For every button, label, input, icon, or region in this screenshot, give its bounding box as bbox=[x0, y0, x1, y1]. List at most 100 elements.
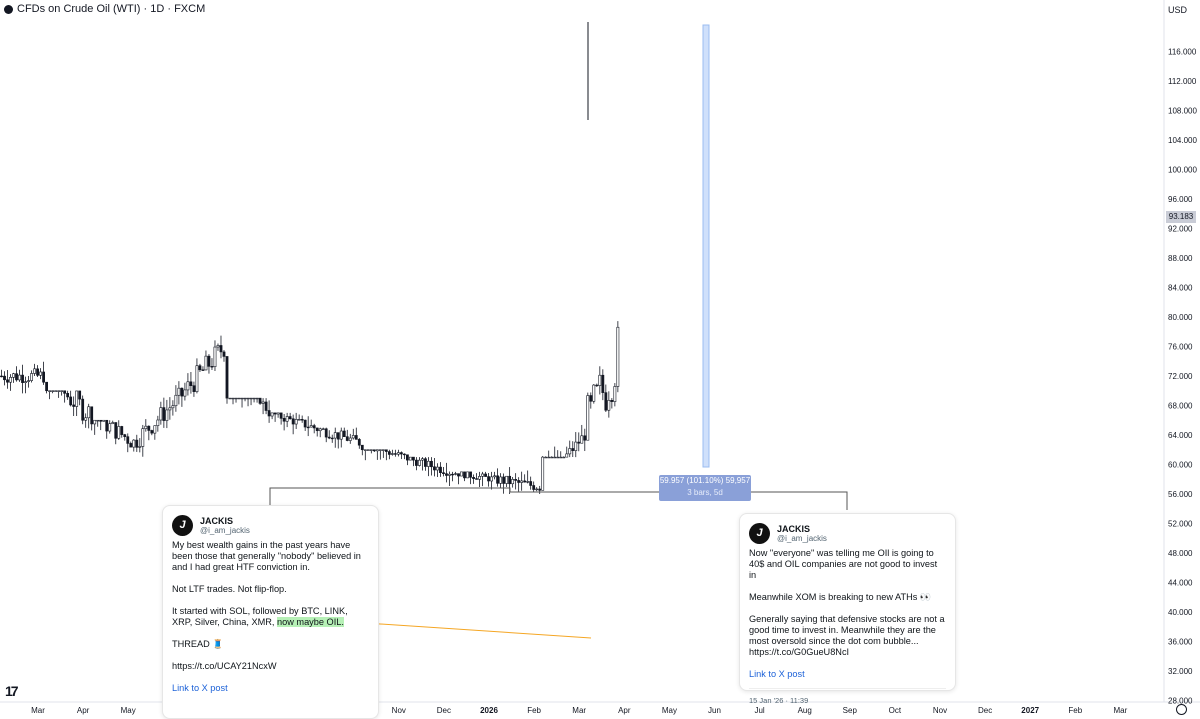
candle-body bbox=[33, 368, 36, 374]
candle-body bbox=[381, 449, 385, 451]
time-tick-label: Feb bbox=[527, 706, 541, 715]
candle-body bbox=[601, 374, 605, 393]
candle-body bbox=[556, 456, 560, 459]
candle-body bbox=[511, 479, 515, 485]
time-tick-label: Nov bbox=[933, 706, 947, 715]
candle-body bbox=[114, 422, 118, 439]
tweet-paragraph: Generally saying that defensive stocks a… bbox=[749, 614, 945, 657]
tweet-paragraph: Meanwhile XOM is breaking to new ATHs 👀 bbox=[749, 592, 932, 602]
candle-body bbox=[231, 397, 235, 400]
price-tick-label: 116.000 bbox=[1168, 48, 1197, 57]
candle-body bbox=[472, 477, 475, 479]
candle-body bbox=[90, 406, 94, 425]
price-tick-label: 44.000 bbox=[1168, 579, 1193, 588]
candle-body bbox=[75, 390, 79, 407]
candle-body bbox=[78, 390, 82, 400]
avatar: J bbox=[749, 523, 770, 544]
candle-body bbox=[396, 452, 400, 455]
price-tick-label: 76.000 bbox=[1168, 343, 1193, 352]
candle-body bbox=[102, 419, 106, 422]
gear-icon[interactable] bbox=[1176, 704, 1187, 715]
tradingview-logo-icon[interactable]: 17 bbox=[5, 683, 19, 699]
candle-body bbox=[252, 397, 256, 400]
candle-body bbox=[529, 481, 533, 486]
time-tick-label: 2026 bbox=[480, 706, 498, 715]
price-tick-label: 48.000 bbox=[1168, 549, 1193, 558]
tweet-header: J JACKIS @i_am_jackis bbox=[163, 506, 378, 540]
candle-body bbox=[45, 381, 49, 392]
candle-body bbox=[96, 419, 100, 422]
time-tick-label: Jun bbox=[708, 706, 721, 715]
candle-body bbox=[357, 439, 361, 446]
candle-body bbox=[318, 428, 322, 432]
time-tick-label: Feb bbox=[1068, 706, 1082, 715]
candle-body bbox=[186, 381, 190, 391]
candle-body bbox=[264, 401, 268, 411]
candle-body bbox=[354, 435, 358, 440]
time-tick-label: Sep bbox=[843, 706, 858, 715]
candle-body bbox=[547, 456, 551, 459]
candle-body bbox=[457, 473, 460, 477]
tweet-url[interactable]: https://t.co/UCAY21NcxW bbox=[172, 661, 277, 671]
candle-body bbox=[405, 454, 409, 461]
chart-title: CFDs on Crude Oil (WTI) · 1D · FXCM bbox=[4, 3, 205, 15]
time-tick-label: May bbox=[662, 706, 677, 715]
link-to-x-post[interactable]: Link to X post bbox=[172, 683, 228, 693]
candle-body bbox=[384, 449, 388, 452]
candle-body bbox=[126, 436, 130, 444]
candle-body bbox=[577, 441, 581, 444]
time-tick-label: Apr bbox=[77, 706, 90, 715]
tweet-text: It started with SOL, followed by BTC, LI… bbox=[172, 606, 348, 627]
candles bbox=[0, 321, 620, 494]
candle-body bbox=[589, 395, 593, 402]
tweet-paragraph: Now "everyone" was telling me OIl is goi… bbox=[749, 548, 938, 580]
candle-body bbox=[261, 401, 265, 404]
candle-body bbox=[294, 419, 298, 425]
candle-body bbox=[39, 371, 42, 376]
currency-label[interactable]: USD bbox=[1168, 5, 1188, 15]
candle-body bbox=[538, 488, 542, 491]
candle-body bbox=[610, 400, 614, 402]
price-tick-label: 92.000 bbox=[1168, 225, 1193, 234]
candle-body bbox=[454, 473, 457, 475]
candle-body bbox=[330, 437, 334, 440]
candle-body bbox=[532, 485, 536, 490]
candle-body bbox=[159, 407, 163, 421]
link-to-x-post[interactable]: Link to X post bbox=[749, 669, 805, 679]
price-axis[interactable]: 116.000 112.000 108.000 104.000 100.000 96.00… bbox=[1168, 48, 1197, 706]
candle-body bbox=[571, 448, 575, 451]
candle-body bbox=[366, 449, 370, 451]
candle-body bbox=[111, 422, 115, 424]
candle-body bbox=[267, 410, 271, 417]
candle-body bbox=[466, 471, 469, 479]
candle-body bbox=[270, 412, 274, 417]
candle-body bbox=[6, 379, 9, 383]
candle-body bbox=[66, 393, 70, 398]
candle-body bbox=[499, 476, 503, 484]
candle-body bbox=[378, 449, 382, 451]
candle-body bbox=[9, 377, 12, 383]
price-tick-label: 100.000 bbox=[1168, 166, 1197, 175]
last-price-tag: 93.183 bbox=[1166, 211, 1196, 223]
highlighted-text: now maybe OIL. bbox=[277, 617, 344, 627]
tweet-author-handle: @i_am_jackis bbox=[200, 525, 250, 535]
tweet-thread: THREAD 🧵 bbox=[172, 639, 224, 649]
candle-body bbox=[201, 369, 205, 371]
candle-body bbox=[147, 425, 151, 431]
candle-body bbox=[237, 397, 241, 400]
candle-body bbox=[592, 384, 596, 402]
bracket-left bbox=[269, 487, 848, 510]
candle-body bbox=[336, 432, 340, 440]
candle-body bbox=[412, 456, 415, 461]
tweet-paragraph: It started with SOL, followed by BTC, LI… bbox=[172, 606, 369, 628]
candle-body bbox=[177, 387, 181, 396]
candle-body bbox=[586, 395, 590, 441]
candle-body bbox=[60, 390, 64, 392]
candle-body bbox=[27, 380, 30, 382]
time-tick-label: 2027 bbox=[1021, 706, 1039, 715]
candle-body bbox=[436, 466, 439, 471]
candle-body bbox=[225, 356, 229, 399]
candle-body bbox=[42, 371, 45, 383]
candle-body bbox=[616, 326, 620, 387]
